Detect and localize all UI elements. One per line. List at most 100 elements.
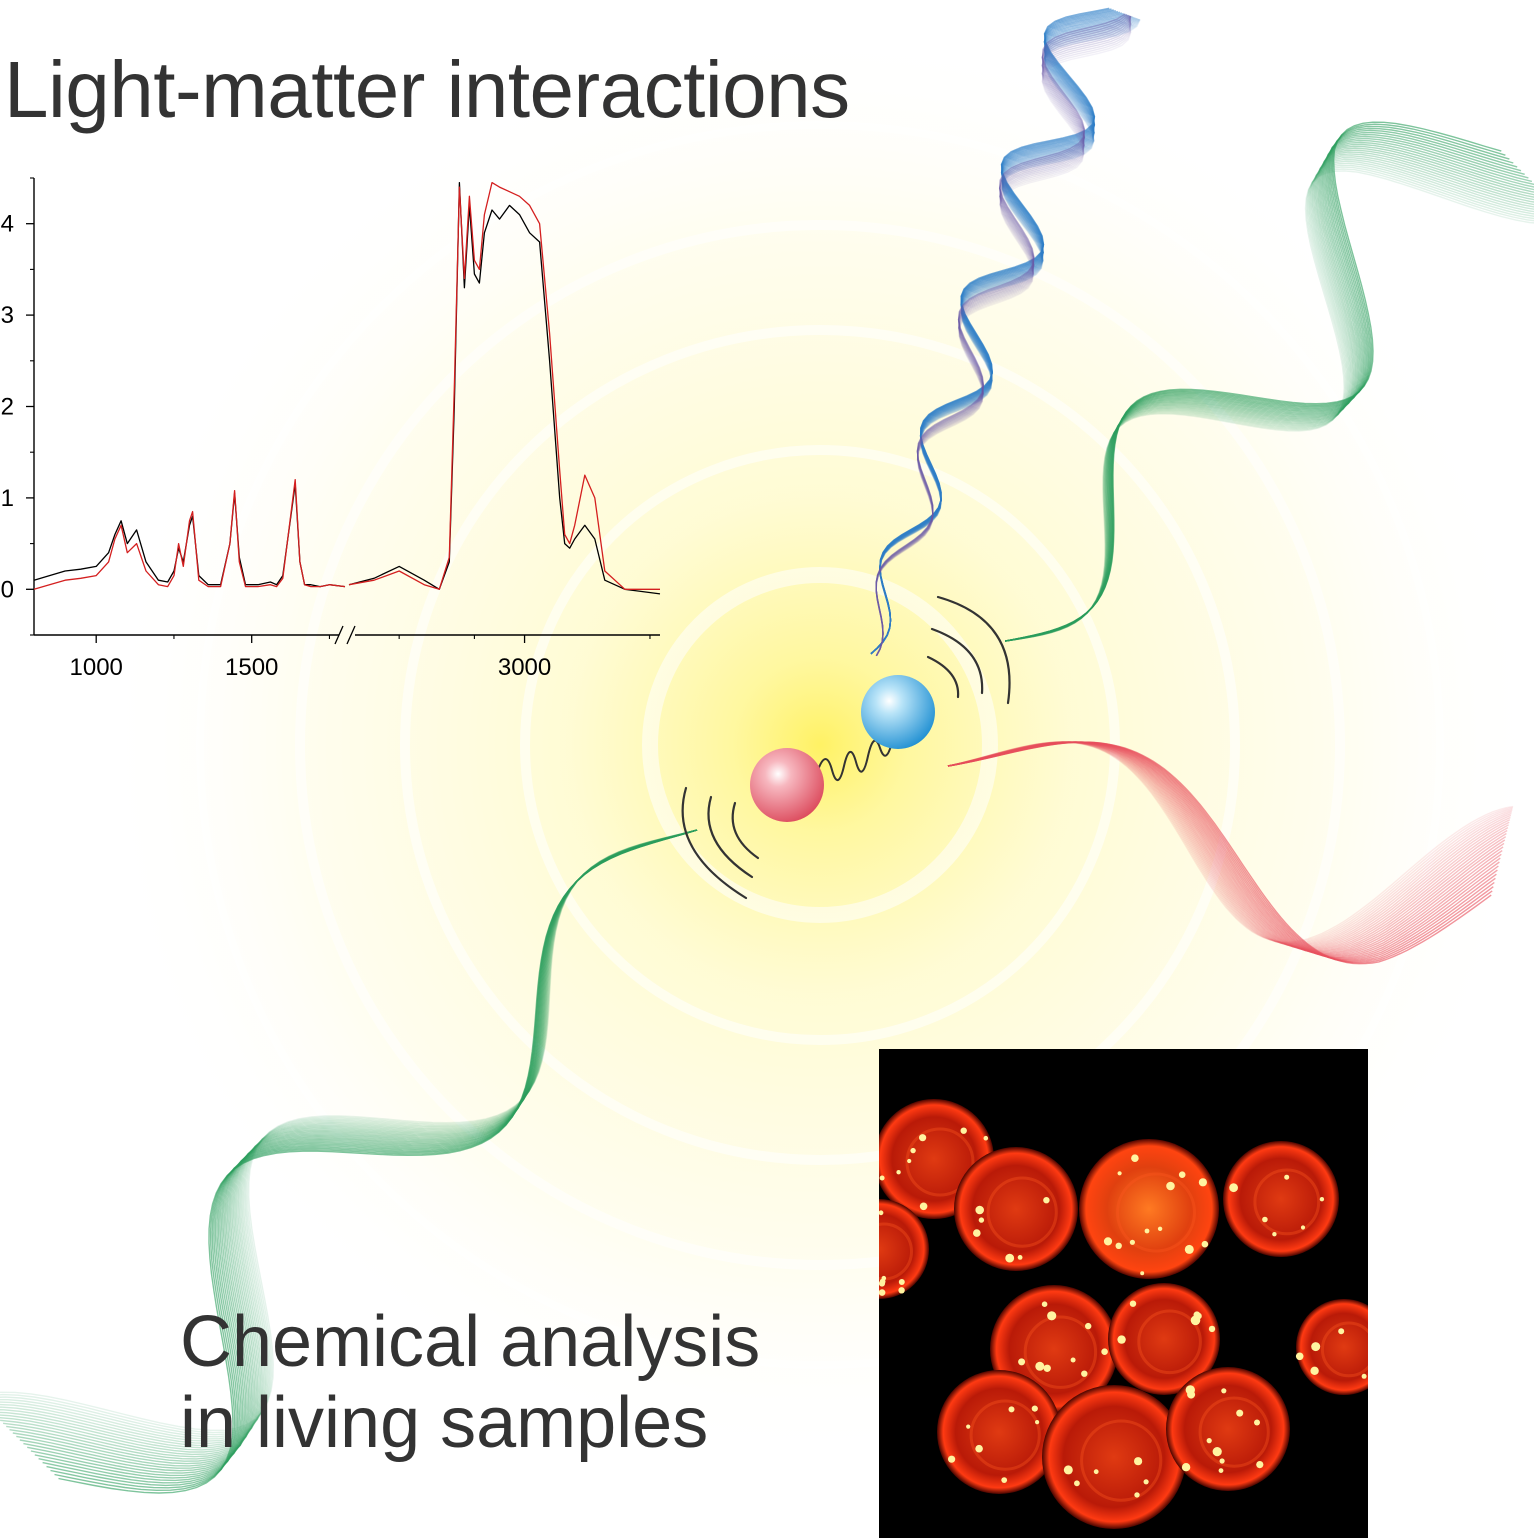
wave-strand xyxy=(3,829,698,1458)
lipid-droplet xyxy=(1284,1174,1290,1180)
cell-nucleus xyxy=(1320,1321,1368,1378)
y-tick-label: 2 xyxy=(1,394,14,421)
wave-strand xyxy=(1005,133,1525,642)
cell-nucleus xyxy=(1116,1172,1196,1253)
y-tick-label: 3 xyxy=(1,302,14,329)
wave-strand xyxy=(875,14,1128,657)
cell xyxy=(1108,1283,1220,1395)
cell-nucleus xyxy=(1023,1315,1098,1389)
y-tick-label: 0 xyxy=(1,576,14,603)
lipid-droplet xyxy=(1190,1315,1201,1326)
wave-strand xyxy=(875,15,1130,657)
wave-strand xyxy=(947,741,1511,949)
lipid-droplet xyxy=(1085,1322,1092,1330)
lipid-droplet xyxy=(1140,1271,1145,1276)
cell xyxy=(1079,1139,1219,1279)
lipid-droplet xyxy=(1131,1154,1139,1162)
wave-strand xyxy=(947,741,1505,954)
lipid-droplet xyxy=(879,1280,886,1287)
wave-strand xyxy=(1005,164,1534,642)
wave-strand xyxy=(1005,147,1534,642)
wave-strand xyxy=(34,829,698,1479)
wave-strand xyxy=(23,829,698,1472)
cell-micrograph xyxy=(879,1049,1368,1538)
lipid-droplet xyxy=(975,1205,984,1215)
wave-strand xyxy=(0,829,698,1449)
lipid-droplet xyxy=(1001,1477,1008,1483)
axis-break-mark xyxy=(334,625,344,645)
spectrum-line-1 xyxy=(348,181,661,595)
lipid-droplet xyxy=(879,1289,886,1296)
lipid-droplet xyxy=(1262,1216,1268,1223)
wave-strand xyxy=(0,829,698,1434)
lipid-droplet xyxy=(1134,1492,1140,1498)
cell xyxy=(937,1370,1061,1494)
wave-strand xyxy=(947,741,1501,957)
wave-strand xyxy=(947,741,1510,949)
green-wave-outgoing xyxy=(1005,121,1534,642)
lipid-droplet xyxy=(1212,1447,1222,1457)
lipid-droplet xyxy=(978,1217,985,1223)
wave-strand xyxy=(27,829,698,1474)
wave-strand xyxy=(870,18,1141,655)
lipid-droplet xyxy=(1198,1178,1207,1187)
wave-strand xyxy=(870,12,1124,655)
lipid-droplet xyxy=(1035,1420,1040,1425)
wave-strand xyxy=(870,15,1131,655)
cell xyxy=(1223,1141,1339,1257)
wave-strand xyxy=(870,18,1140,655)
lipid-droplet xyxy=(1070,1357,1076,1363)
wave-strand xyxy=(875,16,1132,657)
lipid-droplet xyxy=(1043,1197,1050,1204)
wave-strand xyxy=(875,13,1132,657)
cell-nucleus xyxy=(1198,1396,1270,1468)
wave-strand xyxy=(0,829,698,1445)
x-tick-label: 3000 xyxy=(498,654,551,681)
wave-strand xyxy=(1005,155,1534,642)
lipid-droplet xyxy=(1144,1228,1150,1234)
wave-strand xyxy=(1005,137,1533,642)
caption-line-2: in living samples xyxy=(180,1382,709,1463)
lipid-droplet xyxy=(1184,1244,1194,1254)
spectrum-line-2 xyxy=(33,478,346,590)
lipid-droplet xyxy=(1017,1255,1023,1260)
lipid-droplet xyxy=(881,1275,887,1281)
lipid-droplet xyxy=(975,1444,983,1453)
wave-strand xyxy=(947,741,1513,944)
blue-wave-scattered xyxy=(870,7,1141,657)
wave-strand xyxy=(875,15,1131,657)
lipid-droplet xyxy=(1063,1465,1073,1475)
wave-strand xyxy=(870,17,1137,655)
wave-strand xyxy=(1005,166,1534,642)
lipid-droplet xyxy=(1117,1171,1122,1176)
wave-strand xyxy=(875,14,1132,657)
wave-strand xyxy=(1005,149,1534,642)
lipid-droplet xyxy=(1031,1405,1038,1412)
cell-nucleus xyxy=(905,1127,975,1197)
lipid-droplet xyxy=(1218,1468,1224,1473)
emission-arcs-right xyxy=(926,595,1011,705)
cell xyxy=(879,1199,929,1299)
wave-strand xyxy=(12,829,698,1465)
spectrum-series xyxy=(33,181,661,595)
wave-strand xyxy=(19,829,698,1469)
wave-strand xyxy=(875,15,1132,657)
wave-strand xyxy=(30,829,698,1477)
lipid-droplet xyxy=(1005,1253,1015,1263)
lipid-droplet xyxy=(1134,1457,1143,1466)
wave-strand xyxy=(947,741,1507,952)
lipid-droplet xyxy=(1254,1419,1260,1426)
axis-break-mark xyxy=(346,625,356,645)
lipid-droplet xyxy=(1035,1361,1045,1371)
wave-strand xyxy=(1005,145,1534,642)
x-tick-label: 1000 xyxy=(70,654,123,681)
wave-strand xyxy=(875,13,1126,657)
lipid-droplet xyxy=(948,1455,956,1463)
wave-strand xyxy=(870,16,1134,655)
lipid-droplet xyxy=(1319,1197,1325,1202)
lipid-droplet xyxy=(1101,1348,1108,1355)
lipid-droplet xyxy=(1310,1366,1319,1375)
wave-strand xyxy=(1005,162,1534,642)
lipid-droplet xyxy=(1047,1311,1057,1321)
